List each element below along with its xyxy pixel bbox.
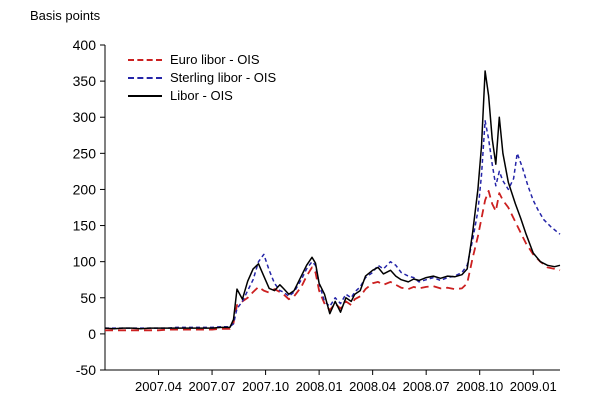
- x-tick-label: 2007.04: [135, 379, 182, 394]
- y-tick-label: 50: [80, 290, 96, 306]
- legend-label: Libor - OIS: [170, 88, 233, 103]
- series-line-2: [104, 70, 561, 330]
- x-tick-label: 2008.07: [403, 379, 450, 394]
- series-line-0: [105, 189, 561, 332]
- sterling-line-swatch: [128, 76, 162, 79]
- x-tick-label: 2007.10: [242, 379, 289, 394]
- y-tick-label: -50: [76, 362, 96, 378]
- series-line-1: [105, 120, 561, 329]
- legend-item-euro-libor-ois: Euro libor - OIS: [128, 52, 276, 67]
- x-tick-label: 2008.10: [456, 379, 503, 394]
- x-tick-label: 2008.01: [296, 379, 343, 394]
- legend-item-libor-ois: Libor - OIS: [128, 88, 276, 103]
- y-tick-label: 350: [73, 73, 97, 89]
- y-tick-label: 400: [73, 37, 97, 53]
- y-tick-label: 250: [73, 145, 97, 161]
- y-tick-label: 100: [73, 254, 97, 270]
- y-tick-label: 200: [73, 181, 97, 197]
- y-tick-label: 300: [73, 109, 97, 125]
- x-tick-label: 2007.07: [189, 379, 236, 394]
- x-tick-label: 2008.04: [349, 379, 396, 394]
- legend-item-sterling-libor-ois: Sterling libor - OIS: [128, 70, 276, 85]
- libor-line-swatch: [128, 94, 162, 97]
- euro-line-swatch: [128, 58, 162, 61]
- legend-label: Sterling libor - OIS: [170, 70, 277, 85]
- legend-label: Euro libor - OIS: [170, 52, 260, 67]
- y-tick-label: 150: [73, 218, 97, 234]
- y-tick-label: 0: [88, 326, 96, 342]
- y-axis-title: Basis points: [30, 8, 101, 23]
- legend: Euro libor - OIS Sterling libor - OIS Li…: [128, 52, 276, 103]
- x-tick-label: 2009.01: [510, 379, 557, 394]
